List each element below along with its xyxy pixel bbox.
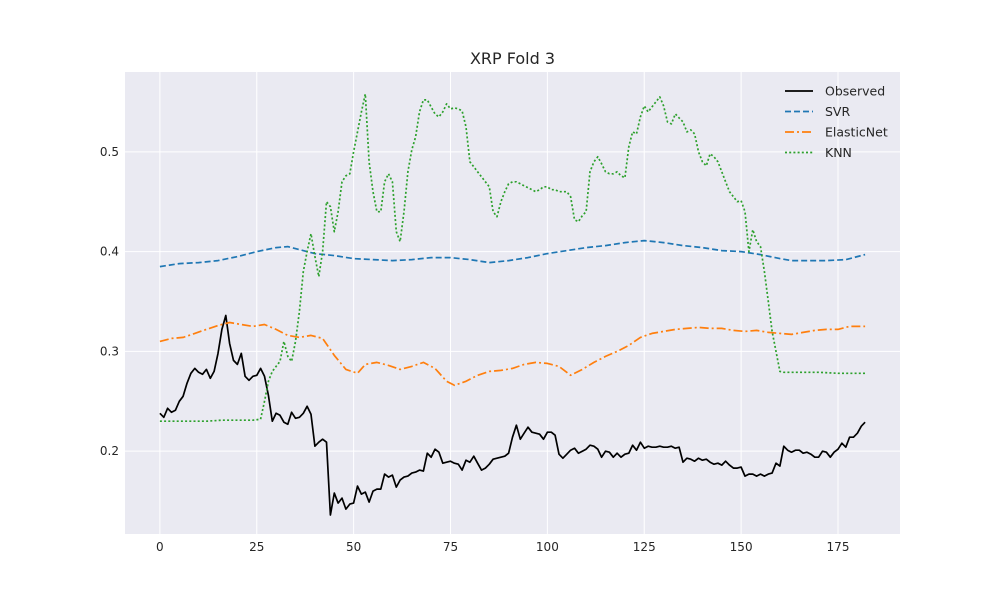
plot-area bbox=[125, 72, 900, 534]
y-tick-label: 0.5 bbox=[100, 145, 119, 159]
series-line-svr bbox=[159, 239, 866, 268]
legend: Observed SVR ElasticNet KNN bbox=[785, 84, 888, 160]
series-line-knn bbox=[159, 93, 866, 423]
x-tick-label: 0 bbox=[156, 540, 164, 554]
tick-labels: 0 25 50 75 100 125 150 175 0.2 0.3 0.4 0.5 bbox=[100, 145, 850, 554]
x-tick-label: 75 bbox=[443, 540, 458, 554]
y-tick-label: 0.2 bbox=[100, 444, 119, 458]
x-tick-label: 100 bbox=[536, 540, 559, 554]
series-line-observed bbox=[159, 314, 866, 516]
x-tick-label: 150 bbox=[730, 540, 753, 554]
series-line-elasticnet bbox=[159, 321, 866, 387]
legend-label-observed: Observed bbox=[825, 84, 885, 99]
legend-label-knn: KNN bbox=[825, 145, 852, 160]
y-tick-label: 0.4 bbox=[100, 245, 119, 259]
y-tick-label: 0.3 bbox=[100, 344, 119, 358]
x-tick-label: 50 bbox=[346, 540, 361, 554]
series-lines bbox=[159, 93, 866, 516]
x-tick-label: 125 bbox=[633, 540, 656, 554]
chart-title: XRP Fold 3 bbox=[470, 49, 555, 68]
legend-label-elasticnet: ElasticNet bbox=[825, 125, 888, 140]
legend-label-svr: SVR bbox=[825, 104, 850, 119]
x-tick-label: 25 bbox=[249, 540, 264, 554]
x-tick-label: 175 bbox=[827, 540, 850, 554]
